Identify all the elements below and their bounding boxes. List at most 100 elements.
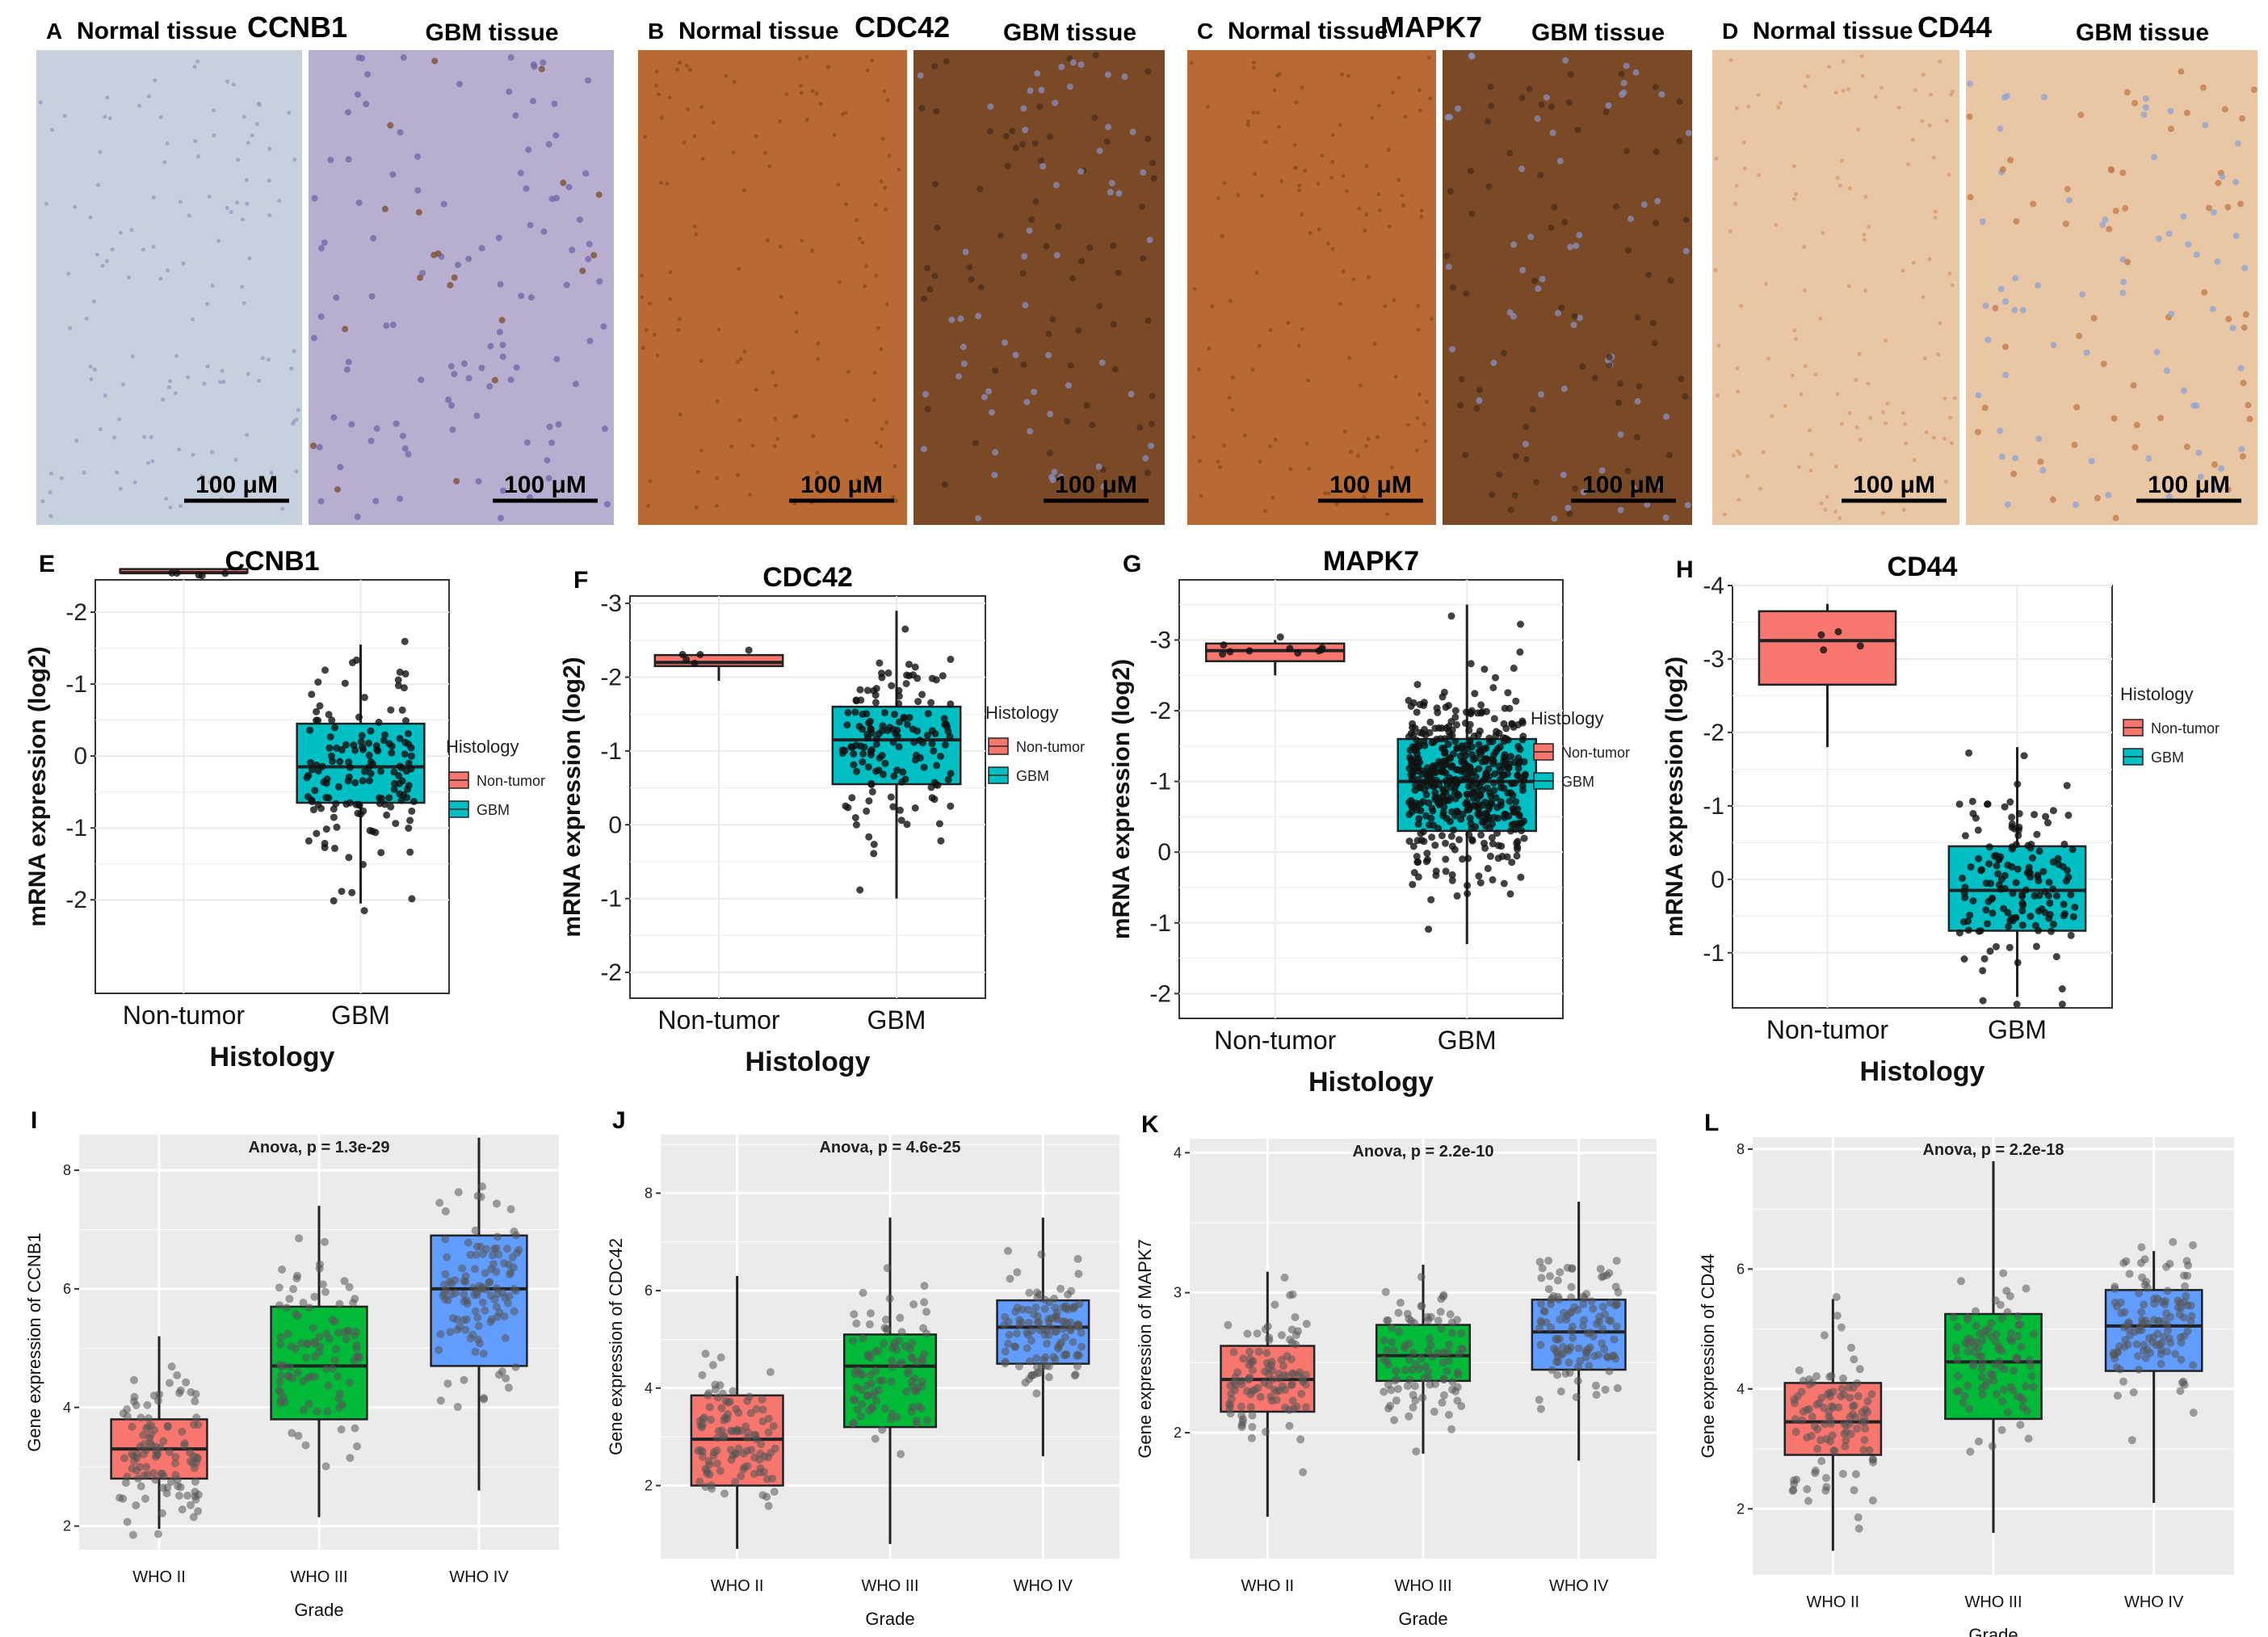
data-point xyxy=(1803,1485,1812,1493)
data-point xyxy=(1064,1291,1073,1299)
data-point xyxy=(2129,1388,2138,1396)
data-point xyxy=(2008,823,2016,831)
data-point xyxy=(388,749,396,757)
data-point xyxy=(887,1415,896,1424)
data-point xyxy=(441,1270,450,1278)
data-point xyxy=(2060,912,2068,920)
data-point xyxy=(1464,854,1472,863)
legend: Histology Non-tumor GBM xyxy=(1531,708,1630,790)
data-point xyxy=(1025,1288,1034,1297)
data-point xyxy=(1489,779,1497,787)
data-point xyxy=(1846,1412,1854,1421)
data-point xyxy=(2169,1237,2178,1246)
data-point xyxy=(489,1260,498,1269)
data-point xyxy=(1858,1417,1867,1426)
data-point xyxy=(895,743,903,751)
data-point xyxy=(1415,1365,1424,1374)
data-point xyxy=(758,1417,767,1425)
data-point xyxy=(1245,647,1254,655)
data-point xyxy=(1475,741,1483,749)
data-point xyxy=(2008,813,2016,821)
data-point xyxy=(1998,1397,2006,1406)
data-point xyxy=(334,1372,342,1381)
data-point xyxy=(707,1416,716,1425)
data-point xyxy=(1554,1358,1563,1366)
data-point xyxy=(1846,1393,1854,1402)
data-point xyxy=(1051,1303,1060,1312)
data-point xyxy=(939,672,947,680)
data-point xyxy=(1409,1403,1418,1412)
data-point xyxy=(1492,674,1499,682)
data-point xyxy=(1510,723,1518,731)
data-point xyxy=(488,1251,497,1260)
data-point xyxy=(1964,1381,1972,1390)
data-point xyxy=(304,1400,313,1408)
data-point xyxy=(1989,1376,1998,1385)
data-point xyxy=(1987,879,1994,888)
data-point xyxy=(461,1325,470,1334)
y-tick-label: -1 xyxy=(600,738,622,765)
data-point xyxy=(139,1430,148,1439)
data-point xyxy=(1490,715,1498,723)
data-point xyxy=(908,1338,917,1347)
data-point xyxy=(881,1404,889,1413)
x-axis-title: Grade xyxy=(1968,1625,2018,1637)
data-point xyxy=(899,768,907,776)
data-point xyxy=(333,823,341,831)
data-point xyxy=(396,668,404,676)
data-point xyxy=(310,1372,319,1381)
data-point xyxy=(383,811,391,819)
jitter-points xyxy=(1535,1257,1623,1413)
data-point xyxy=(1797,1387,1806,1396)
data-point xyxy=(377,795,385,803)
data-point xyxy=(1826,1416,1835,1425)
data-point xyxy=(374,747,382,755)
data-point xyxy=(1960,955,1968,963)
data-point xyxy=(167,1477,175,1486)
data-point xyxy=(883,1264,892,1273)
data-point xyxy=(770,1488,779,1496)
data-point xyxy=(933,762,941,770)
data-point xyxy=(870,850,878,858)
data-point xyxy=(1419,1374,1428,1383)
data-point xyxy=(2006,943,2014,951)
data-point xyxy=(1425,926,1433,934)
data-point xyxy=(1965,1404,1974,1413)
data-point xyxy=(192,1413,201,1422)
data-point xyxy=(1799,1376,1808,1385)
data-point xyxy=(334,783,342,791)
data-point xyxy=(1447,1318,1456,1327)
data-point xyxy=(1480,665,1489,674)
data-point xyxy=(1407,796,1415,804)
data-point xyxy=(746,1408,755,1417)
data-point xyxy=(307,758,315,766)
data-point xyxy=(395,779,403,787)
legend-title: Histology xyxy=(446,737,519,757)
data-point xyxy=(1982,906,1990,914)
data-point xyxy=(487,1315,496,1324)
data-point xyxy=(2045,879,2053,886)
normal-tissue-image xyxy=(36,50,302,525)
data-point xyxy=(941,720,949,728)
legend-entry: GBM xyxy=(2151,749,2184,766)
data-point xyxy=(276,1340,285,1349)
data-point xyxy=(1302,1320,1311,1328)
data-point xyxy=(308,766,316,774)
data-point xyxy=(1446,794,1454,802)
data-point xyxy=(903,821,911,829)
data-point xyxy=(1448,726,1456,734)
data-point xyxy=(394,682,402,690)
data-point xyxy=(1428,1353,1437,1361)
data-point xyxy=(2060,900,2068,909)
data-point xyxy=(178,1427,187,1436)
data-point xyxy=(1421,725,1428,733)
y-axis-title: mRNA expression (log2) xyxy=(1108,659,1135,939)
data-point xyxy=(1514,805,1522,813)
data-point xyxy=(367,727,375,735)
data-point xyxy=(1056,1340,1065,1349)
data-point xyxy=(865,1320,874,1328)
data-point xyxy=(310,1339,319,1348)
y-tick-label: 2 xyxy=(63,1518,71,1534)
data-point xyxy=(2069,913,2077,921)
data-point xyxy=(2006,1335,2014,1344)
